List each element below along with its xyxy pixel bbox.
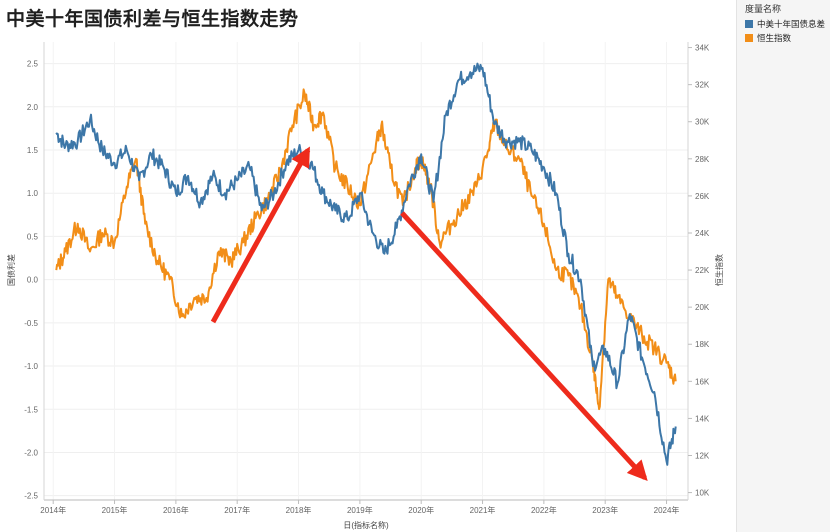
y-left-tick-label: -1.0 xyxy=(24,362,38,371)
series-lines xyxy=(55,62,677,466)
x-tick-label: 2023年 xyxy=(592,505,618,515)
y-left-tick-label: 1.5 xyxy=(27,146,39,155)
y-left-tick-label: 1.0 xyxy=(27,189,39,198)
y-right-tick-label: 22K xyxy=(695,266,710,275)
x-tick-label: 2024年 xyxy=(654,505,680,515)
up-arrow xyxy=(210,146,311,324)
x-tick-label: 2019年 xyxy=(347,505,373,515)
legend-label-spread: 中美十年国债息差 xyxy=(757,19,826,29)
y-right-tick-label: 24K xyxy=(695,229,710,238)
legend-label-hsi: 恒生指数 xyxy=(757,33,792,43)
y-left-tick-label: 0.0 xyxy=(27,276,39,285)
y-right-tick-label: 30K xyxy=(695,118,710,127)
x-tick-label: 2021年 xyxy=(470,505,496,515)
y-left-tick-label: 2.0 xyxy=(27,103,39,112)
x-tick-label: 2018年 xyxy=(286,505,312,515)
chart-plot: 2.5 2.0 1.5 1.0 0.5 0.0 -0.5 -1.0 -1.5 -2.0 -2.5 34… xyxy=(6,42,724,530)
y-right-tick-label: 12K xyxy=(695,451,710,460)
y-axis-right-label: 恒生指数 xyxy=(714,254,724,286)
y-right-tick-label: 16K xyxy=(695,377,710,386)
x-axis-label: 日(指标名称) xyxy=(343,520,389,530)
y-left-tick-label: -0.5 xyxy=(24,319,38,328)
y-left-tick-label: 0.5 xyxy=(27,232,39,241)
y-axis-left-label: 国债利差 xyxy=(6,254,16,286)
x-tick-label: 2022年 xyxy=(531,505,557,515)
down-arrow xyxy=(400,211,648,481)
legend-panel: 度量名称 中美十年国债息差 恒生指数 xyxy=(736,0,830,532)
chart-title: 中美十年国债利差与恒生指数走势 xyxy=(6,9,299,30)
y-left-tick-label: -2.5 xyxy=(24,492,38,501)
y-right-tick-label: 10K xyxy=(695,489,710,498)
y-left-tick-label: -1.5 xyxy=(24,405,38,414)
axes: 2.5 2.0 1.5 1.0 0.5 0.0 -0.5 -1.0 -1.5 -2.0 -2.5 34… xyxy=(24,42,710,515)
y-right-tick-label: 14K xyxy=(695,414,710,423)
y-right-tick-label: 20K xyxy=(695,303,710,312)
x-tick-label: 2015年 xyxy=(102,505,128,515)
legend-item-hsi[interactable]: 恒生指数 xyxy=(745,32,791,44)
gridlines xyxy=(44,42,688,500)
legend-swatch-spread xyxy=(745,20,753,28)
series-line-hsi xyxy=(55,88,677,411)
annotation-arrows xyxy=(210,146,648,481)
y-right-tick-label: 18K xyxy=(695,340,710,349)
y-left-tick-label: -2.0 xyxy=(24,448,38,457)
legend-title: 度量名称 xyxy=(745,4,782,14)
x-tick-label: 2020年 xyxy=(408,505,434,515)
legend-item-spread[interactable]: 中美十年国债息差 xyxy=(745,18,825,30)
x-tick-label: 2014年 xyxy=(40,505,66,515)
legend-swatch-hsi xyxy=(745,34,753,42)
series-line-spread xyxy=(55,62,677,466)
y-right-tick-label: 34K xyxy=(695,44,710,53)
y-left-tick-label: 2.5 xyxy=(27,60,39,69)
y-right-tick-label: 28K xyxy=(695,155,710,164)
y-right-tick-label: 26K xyxy=(695,192,710,201)
y-right-tick-label: 32K xyxy=(695,81,710,90)
x-tick-label: 2016年 xyxy=(163,505,189,515)
x-tick-label: 2017年 xyxy=(224,505,250,515)
